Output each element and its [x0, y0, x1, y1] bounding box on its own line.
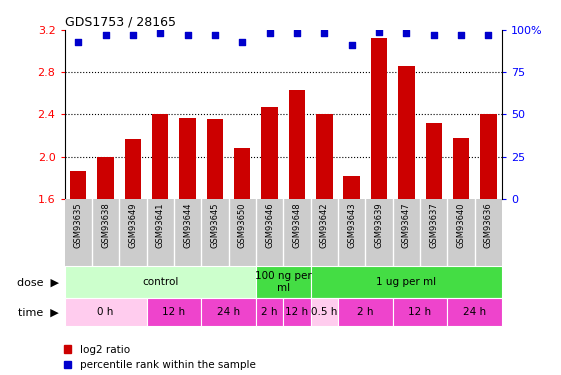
- Text: GSM93642: GSM93642: [320, 202, 329, 248]
- Bar: [398, 66, 415, 199]
- Point: [375, 28, 384, 34]
- Text: GSM93648: GSM93648: [292, 202, 301, 248]
- Point: [156, 30, 165, 36]
- Bar: [206, 118, 223, 199]
- Text: GSM93647: GSM93647: [402, 202, 411, 248]
- Text: GSM93641: GSM93641: [156, 202, 165, 248]
- Bar: [234, 148, 250, 199]
- Text: GSM93637: GSM93637: [429, 202, 438, 248]
- Point: [457, 32, 466, 38]
- Bar: [70, 171, 86, 199]
- Text: 24 h: 24 h: [217, 307, 240, 317]
- Text: GSM93638: GSM93638: [101, 202, 110, 248]
- Bar: [65, 266, 256, 298]
- Text: GSM93639: GSM93639: [375, 202, 384, 248]
- Bar: [180, 117, 196, 199]
- Text: GSM93646: GSM93646: [265, 202, 274, 248]
- Point: [265, 30, 274, 36]
- Text: 0.5 h: 0.5 h: [311, 307, 338, 317]
- Text: 24 h: 24 h: [463, 307, 486, 317]
- Text: time  ▶: time ▶: [18, 307, 59, 317]
- Point: [128, 32, 137, 38]
- Text: 2 h: 2 h: [357, 307, 374, 317]
- Bar: [201, 298, 256, 326]
- Bar: [283, 298, 311, 326]
- Bar: [289, 90, 305, 199]
- Bar: [453, 138, 469, 199]
- Text: GSM93645: GSM93645: [210, 202, 219, 248]
- Bar: [480, 114, 496, 199]
- Text: GSM93636: GSM93636: [484, 202, 493, 248]
- Bar: [261, 107, 278, 199]
- Text: 100 ng per
ml: 100 ng per ml: [255, 272, 312, 293]
- Text: 12 h: 12 h: [286, 307, 309, 317]
- Point: [484, 32, 493, 38]
- Point: [101, 32, 110, 38]
- Bar: [371, 38, 387, 199]
- Bar: [311, 298, 338, 326]
- Point: [402, 30, 411, 36]
- Legend: log2 ratio, percentile rank within the sample: log2 ratio, percentile rank within the s…: [64, 345, 256, 370]
- Text: 2 h: 2 h: [261, 307, 278, 317]
- Bar: [316, 114, 333, 199]
- Point: [320, 30, 329, 36]
- Bar: [311, 266, 502, 298]
- Text: GDS1753 / 28165: GDS1753 / 28165: [65, 16, 176, 29]
- Bar: [256, 266, 311, 298]
- Text: 12 h: 12 h: [408, 307, 431, 317]
- Bar: [152, 114, 168, 199]
- Text: dose  ▶: dose ▶: [17, 277, 59, 287]
- Text: 1 ug per ml: 1 ug per ml: [376, 277, 436, 287]
- Point: [238, 39, 247, 45]
- Point: [183, 32, 192, 38]
- Text: GSM93649: GSM93649: [128, 202, 137, 248]
- Point: [347, 42, 356, 48]
- Point: [292, 30, 301, 36]
- Text: GSM93643: GSM93643: [347, 202, 356, 248]
- Bar: [338, 298, 393, 326]
- Text: GSM93650: GSM93650: [238, 202, 247, 248]
- Bar: [256, 298, 283, 326]
- Text: GSM93635: GSM93635: [73, 202, 82, 248]
- Point: [210, 32, 219, 38]
- Bar: [393, 298, 447, 326]
- Text: control: control: [142, 277, 178, 287]
- Point: [429, 32, 438, 38]
- Bar: [65, 298, 146, 326]
- Bar: [448, 298, 502, 326]
- Bar: [125, 139, 141, 199]
- Bar: [146, 298, 201, 326]
- Text: GSM93640: GSM93640: [457, 202, 466, 248]
- Bar: [343, 176, 360, 199]
- Text: GSM93644: GSM93644: [183, 202, 192, 248]
- Text: 12 h: 12 h: [162, 307, 186, 317]
- Bar: [98, 157, 114, 199]
- Text: 0 h: 0 h: [98, 307, 114, 317]
- Bar: [425, 123, 442, 199]
- Point: [73, 39, 82, 45]
